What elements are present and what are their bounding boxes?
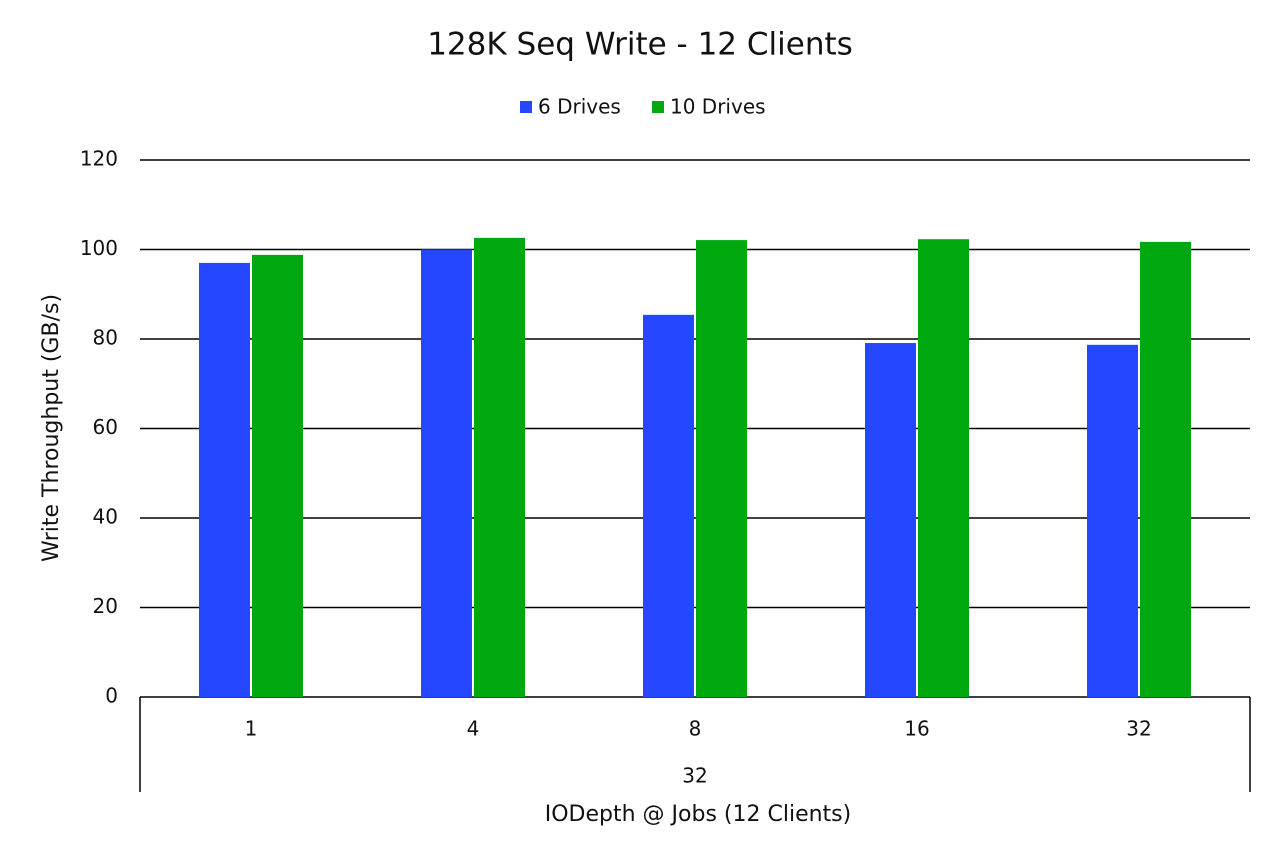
y-tick-label: 120 [80, 147, 118, 171]
bar [1140, 241, 1191, 697]
x-tick-label: 16 [904, 717, 929, 741]
legend-swatch [652, 101, 664, 113]
legend-label: 6 Drives [538, 95, 621, 119]
group-label: 32 [682, 764, 707, 788]
x-tick-label: 1 [245, 717, 258, 741]
bar [918, 239, 969, 697]
bar [199, 262, 250, 697]
y-tick-label: 0 [105, 684, 118, 708]
x-tick-label: 8 [689, 717, 702, 741]
bar [474, 237, 525, 698]
bar [252, 254, 303, 697]
y-tick-label: 20 [93, 594, 118, 618]
bar [1087, 344, 1138, 697]
bar [421, 249, 472, 697]
legend-swatch [520, 101, 532, 113]
x-tick-label: 32 [1126, 717, 1151, 741]
y-axis-label: Write Throughput (GB/s) [39, 294, 64, 562]
y-tick-label: 80 [93, 326, 118, 350]
x-axis-label: IODepth @ Jobs (12 Clients) [545, 802, 851, 827]
x-tick-label: 4 [467, 717, 480, 741]
bar [643, 314, 694, 697]
legend-label: 10 Drives [670, 95, 766, 119]
chart-title: 128K Seq Write - 12 Clients [427, 27, 853, 63]
y-tick-label: 40 [93, 505, 118, 529]
y-tick-label: 100 [80, 236, 118, 260]
bar [696, 240, 747, 698]
y-tick-label: 60 [93, 415, 118, 439]
bar [865, 343, 916, 697]
